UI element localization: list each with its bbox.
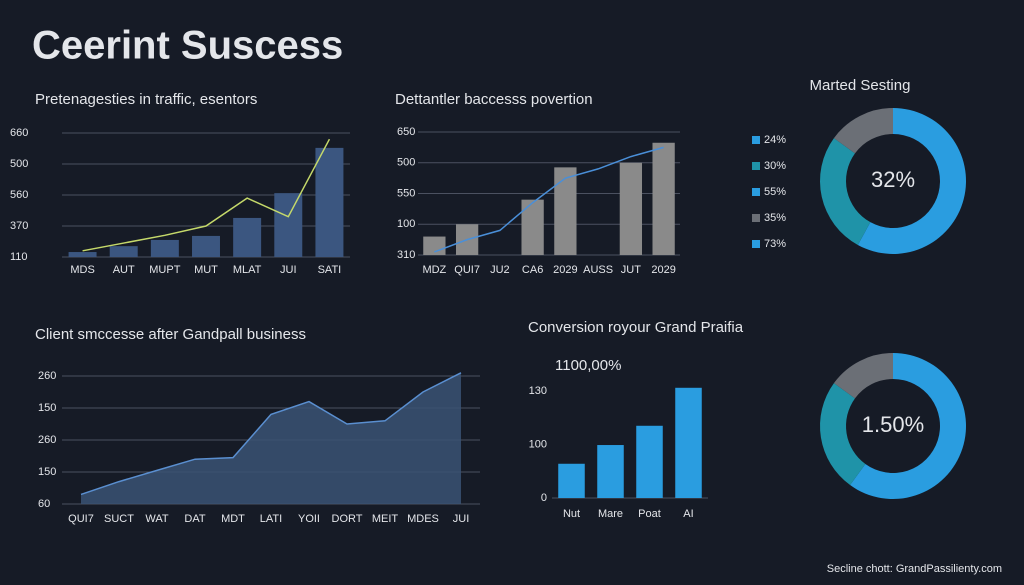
legend-swatch xyxy=(752,214,760,222)
y-tick-label: 650 xyxy=(397,126,415,138)
x-tick-label: JUI xyxy=(280,264,297,276)
bar xyxy=(315,147,344,257)
donut-slice xyxy=(857,108,966,254)
x-tick-label: DAT xyxy=(184,513,205,525)
footer: Secline chott: GrandPassilienty.com xyxy=(827,563,1002,575)
x-tick-label: AUT xyxy=(113,264,135,276)
donut-slice xyxy=(833,108,893,154)
y-tick-label: 260 xyxy=(38,370,56,382)
x-tick-label: YOII xyxy=(298,513,320,525)
chart-title: Dettantler baccesss povertion xyxy=(395,91,593,108)
y-tick-label: 0 xyxy=(541,492,547,504)
legend-label: 35% xyxy=(764,212,786,224)
bar xyxy=(636,425,663,498)
bar xyxy=(619,162,643,255)
chart-title: Marted Sesting xyxy=(810,77,911,94)
donut-slice xyxy=(833,353,893,399)
y-tick-label: 560 xyxy=(10,189,28,201)
x-tick-label: LATI xyxy=(260,513,282,525)
bar xyxy=(109,246,138,257)
line xyxy=(82,138,331,252)
legend-label: 24% xyxy=(764,134,786,146)
x-tick-label: SUCT xyxy=(104,513,134,525)
bar xyxy=(68,252,97,257)
legend-swatch xyxy=(752,136,760,144)
donut-center-label: 1.50% xyxy=(862,412,924,437)
y-tick-label: 260 xyxy=(38,434,56,446)
x-tick-label: Nut xyxy=(563,508,580,520)
bar xyxy=(554,167,577,255)
x-tick-label: 2029 xyxy=(553,264,577,276)
legend-label: 55% xyxy=(764,186,786,198)
donut-slice xyxy=(850,353,967,499)
y-tick-label: 100 xyxy=(397,218,415,230)
x-tick-label: WAT xyxy=(145,513,168,525)
x-tick-label: CA6 xyxy=(522,264,543,276)
x-tick-label: MDES xyxy=(407,513,439,525)
y-tick-label: 130 xyxy=(529,385,547,397)
legend-swatch xyxy=(752,188,760,196)
x-tick-label: Poat xyxy=(638,508,661,520)
x-tick-label: MDT xyxy=(221,513,245,525)
bar xyxy=(675,387,702,498)
x-tick-label: AI xyxy=(683,508,693,520)
legend-swatch xyxy=(752,240,760,248)
y-tick-label: 370 xyxy=(10,220,28,232)
area-fill xyxy=(81,372,461,504)
bar xyxy=(274,193,303,257)
line xyxy=(434,146,664,253)
chart-title: Pretenagesties in traffic, esentors xyxy=(35,91,257,108)
x-tick-label: SATI xyxy=(318,264,342,276)
x-tick-label: MDZ xyxy=(422,264,446,276)
y-tick-label: 500 xyxy=(397,157,415,169)
x-tick-label: MEIT xyxy=(372,513,399,525)
x-tick-label: DORT xyxy=(332,513,363,525)
y-tick-label: 100 xyxy=(529,438,547,450)
chart-title: Client smccesse after Gandpall business xyxy=(35,326,306,343)
x-tick-label: MUT xyxy=(194,264,218,276)
page-title: Ceerint Suscess xyxy=(32,24,343,68)
bar xyxy=(521,199,544,255)
bar xyxy=(233,217,262,257)
legend-label: 73% xyxy=(764,238,786,250)
donut-center-label: 32% xyxy=(871,167,915,192)
x-tick-label: MLAT xyxy=(233,264,262,276)
y-tick-label: 150 xyxy=(38,402,56,414)
legend-swatch xyxy=(752,162,760,170)
x-tick-label: JUT xyxy=(621,264,641,276)
y-tick-label: 550 xyxy=(397,187,415,199)
bar xyxy=(150,239,179,257)
chart-subtitle: 1100,00% xyxy=(555,357,621,374)
y-tick-label: 110 xyxy=(10,251,28,263)
bar xyxy=(597,445,624,498)
bar xyxy=(652,142,675,255)
x-tick-label: QUI7 xyxy=(68,513,94,525)
legend-label: 30% xyxy=(764,160,786,172)
x-tick-label: QUI7 xyxy=(454,264,480,276)
bar xyxy=(558,463,585,498)
y-tick-label: 60 xyxy=(38,498,50,510)
donut-slice xyxy=(820,383,866,486)
x-tick-label: MDS xyxy=(70,264,94,276)
x-tick-label: Mare xyxy=(598,508,623,520)
x-tick-label: MUPT xyxy=(149,264,180,276)
donut-slice xyxy=(820,138,871,245)
y-tick-label: 500 xyxy=(10,158,28,170)
bar xyxy=(423,236,446,255)
area-line xyxy=(80,372,462,496)
x-tick-label: JU2 xyxy=(490,264,510,276)
y-tick-label: 660 xyxy=(10,127,28,139)
y-tick-label: 310 xyxy=(397,249,415,261)
x-tick-label: AUSS xyxy=(583,264,613,276)
x-tick-label: 2029 xyxy=(651,264,675,276)
x-tick-label: JUI xyxy=(453,513,470,525)
chart-title: Conversion royour Grand Praifia xyxy=(528,319,744,336)
bar xyxy=(192,235,220,257)
y-tick-label: 150 xyxy=(38,466,56,478)
